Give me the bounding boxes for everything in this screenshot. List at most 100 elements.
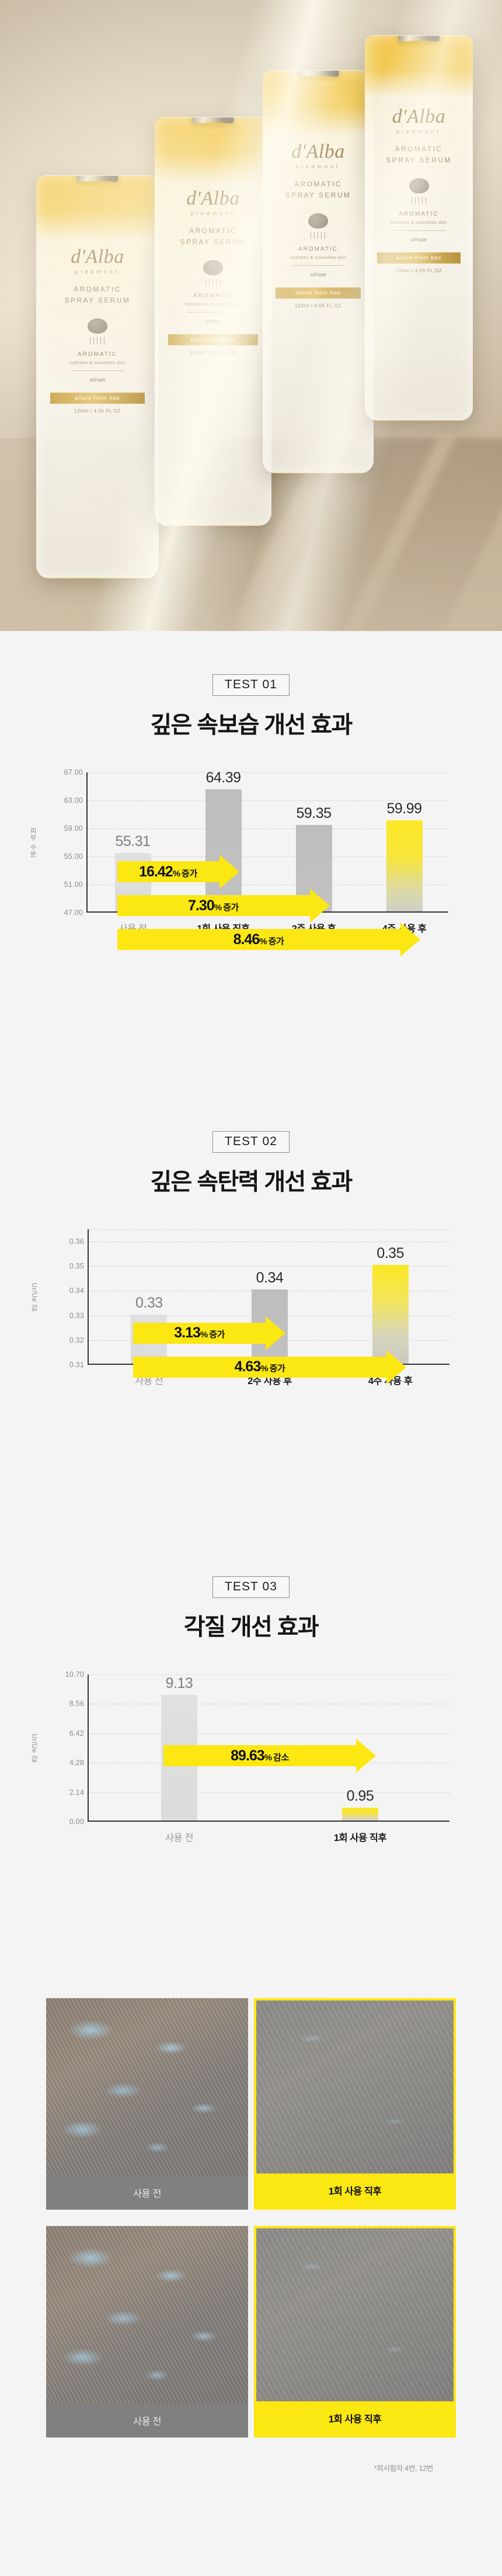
product-name: AROMATIC SPRAY SERUM	[386, 145, 452, 164]
brand-subtitle: piedmont	[75, 269, 120, 275]
skin-micrograph-before	[46, 2226, 248, 2404]
arrow-label: 8.46% 증가	[233, 931, 284, 948]
bottle-label: d'Alba piedmont AROMATIC SPRAY SERUM ARO…	[365, 106, 472, 273]
after-caption: 1회 사용 직후	[256, 2401, 454, 2435]
volume-label: 120ml / 4.05 FL OZ	[74, 408, 121, 414]
truffle-icon	[203, 260, 223, 276]
truffle-icon	[409, 178, 429, 194]
bottle-neck	[75, 181, 120, 191]
tagline-bar: allure from bas	[275, 287, 361, 299]
skin-micrograph-before	[46, 1998, 248, 2176]
test-badge-wrap: TEST 02	[0, 1131, 502, 1153]
bar-2	[342, 1807, 378, 1821]
skin-micrograph-after	[256, 2001, 454, 2173]
tagline-bar: allure from bas	[377, 252, 461, 264]
arrow-head-icon	[265, 1316, 285, 1350]
bottle-label: d'Alba piedmont AROMATIC SPRAY SERUM ARO…	[263, 141, 373, 308]
arrow-shaft: 16.42% 증가	[117, 861, 219, 883]
y-axis-tick: 67.00	[64, 768, 83, 776]
claim-label: AROMATIC	[298, 246, 339, 253]
change-callout-arrow: 89.63% 감소	[163, 1739, 376, 1773]
arrow-label: 3.13% 증가	[174, 1325, 225, 1341]
gridline	[88, 800, 448, 801]
truffle-icon	[88, 318, 107, 334]
before-caption: 사용 전	[46, 2176, 248, 2210]
arrow-head-icon	[356, 1739, 376, 1773]
bar-2	[205, 789, 242, 911]
bar-chart: Ur/Ue 값 10.70 8.56 6.42 4.28 2.14 0.00 9.13 사용 전…	[0, 1670, 502, 1892]
bar-value-label: 0.95	[346, 1787, 374, 1804]
arrow-label: 89.63% 감소	[231, 1747, 289, 1764]
bar-value-label: 59.35	[296, 805, 332, 821]
bar-3	[372, 1265, 409, 1364]
claim-sublabel: hydrates & nourishes skin	[69, 360, 126, 366]
bottle-label: d'Alba piedmont AROMATIC SPRAY SERUM ARO…	[155, 188, 271, 355]
after-caption: 1회 사용 직후	[256, 2173, 454, 2207]
gridline	[89, 1229, 449, 1230]
claim-sublabel: hydrates & nourishes skin	[185, 301, 241, 307]
brand-name: d'Alba	[291, 141, 345, 162]
gridline	[89, 1266, 449, 1267]
bar-chart: 피부 수분 67.00 63.00 59.00 55.00 51.00 47.00 55.31…	[0, 768, 502, 983]
test-section-3: TEST 03 각질 개선 효과 Ur/Ue 값 10.70 8.56 6.42 4.28 2…	[0, 1533, 502, 1978]
page-bottom-spacer	[0, 2473, 502, 2576]
arrow-head-icon	[400, 923, 420, 957]
arrow-shaft: 3.13% 증가	[133, 1322, 266, 1344]
tagline-bar: allure from bas	[168, 334, 259, 346]
y-axis-tick: 59.00	[64, 824, 83, 833]
test-section-2: TEST 02 깊은 속탄력 개선 효과 Ur/Ue 값 0.36 0.35 0.34 0.…	[0, 1088, 502, 1533]
brand-subtitle: piedmont	[396, 129, 442, 134]
y-axis-tick: 0.33	[69, 1311, 84, 1320]
bar-4	[386, 820, 423, 911]
y-axis-tick: 0.36	[69, 1237, 84, 1246]
bar-value-label: 59.99	[386, 800, 422, 817]
y-axis-tick: 0.32	[69, 1336, 84, 1344]
change-callout-arrow: 16.42% 증가	[117, 855, 239, 889]
volume-label: 120ml / 4.05 FL OZ	[295, 303, 341, 309]
arrow-label: 7.30% 증가	[188, 897, 239, 914]
divider	[71, 370, 124, 372]
y-axis-label: Ur/Ue 값	[30, 1733, 37, 1763]
x-axis-label: 사용 전	[165, 1833, 194, 1843]
test-badge: TEST 01	[212, 674, 290, 696]
product-bottle: d'Alba piedmont AROMATIC SPRAY SERUM ARO…	[155, 117, 271, 526]
brand-name: d'Alba	[392, 106, 446, 127]
divider	[392, 230, 445, 231]
product-name: AROMATIC SPRAY SERUM	[180, 227, 246, 246]
test-section-1: TEST 01 깊은 속보습 개선 효과 피부 수분 67.00 63.00 59.00 5…	[0, 631, 502, 1088]
bar-value-label: 64.39	[205, 769, 241, 786]
comparison-row: 사용 전 1회 사용 직후	[0, 1998, 502, 2210]
y-axis-tick: 0.34	[69, 1287, 84, 1295]
y-axis-tick: 0.00	[69, 1818, 84, 1826]
arrow-label: 16.42% 증가	[139, 863, 197, 880]
gridline	[89, 1674, 449, 1675]
x-axis-label: 2주 사용 후	[247, 1376, 292, 1386]
test-badge-wrap: TEST 01	[0, 674, 502, 696]
bottle-label: d'Alba piedmont AROMATIC SPRAY SERUM ARO…	[37, 246, 158, 414]
y-axis-tick: 8.56	[69, 1700, 84, 1708]
y-axis-tick: 0.35	[69, 1262, 84, 1271]
brand-subtitle: piedmont	[295, 164, 341, 169]
brand-name: d'Alba	[71, 246, 124, 268]
section-title: 깊은 속보습 개선 효과	[150, 712, 353, 738]
claim-label: AROMATIC	[399, 211, 439, 218]
change-callout-arrow: 3.13% 증가	[133, 1316, 285, 1350]
y-axis-tick: 63.00	[64, 796, 83, 805]
comparison-row: 사용 전 1회 사용 직후	[0, 2226, 502, 2438]
product-bottle: d'Alba piedmont AROMATIC SPRAY SERUM ARO…	[365, 35, 473, 421]
gridline	[88, 772, 448, 773]
serum-label: sérum	[89, 376, 106, 384]
test-badge: TEST 03	[212, 1576, 290, 1598]
before-photo-card: 사용 전	[46, 2226, 248, 2438]
divider	[292, 265, 344, 266]
arrow-label: 4.63% 증가	[234, 1358, 285, 1375]
volume-label: 120ml / 4.05 FL OZ	[190, 350, 236, 356]
claim-label: AROMATIC	[193, 293, 233, 300]
change-callout-arrow: 7.30% 증가	[117, 889, 330, 923]
y-axis-tick: 2.14	[69, 1788, 84, 1797]
test-badge-wrap: TEST 03	[0, 1576, 502, 1598]
x-axis-label: 1회 사용 직후	[333, 1833, 387, 1843]
truffle-roots-icon	[90, 337, 105, 345]
change-callout-arrow: 8.46% 증가	[117, 923, 420, 957]
